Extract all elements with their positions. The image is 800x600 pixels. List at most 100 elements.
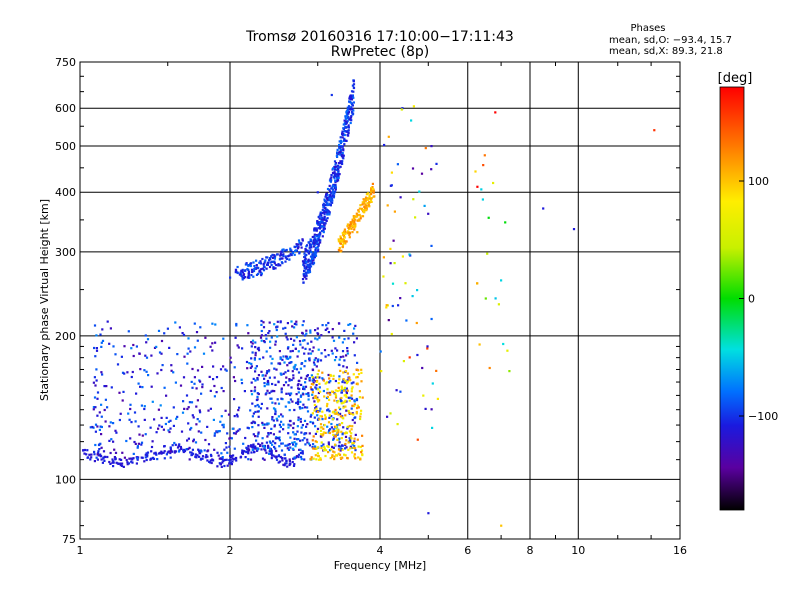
data-point [257,346,260,349]
data-point [322,227,325,230]
data-point [351,84,354,87]
data-point [270,454,274,457]
data-point [269,432,272,435]
data-point [282,463,285,466]
data-point [435,162,438,165]
data-point [282,254,285,257]
data-point [146,453,149,456]
data-point [292,464,296,467]
data-point [118,418,121,422]
data-point [277,415,280,418]
data-point [282,423,285,426]
data-point [328,213,331,216]
data-point [233,366,236,369]
data-point [337,238,340,241]
data-point [226,464,229,467]
data-point [347,116,350,119]
x-tick-label: 8 [527,544,534,557]
data-point [344,115,347,118]
data-point [285,392,288,395]
data-point [337,179,340,182]
data-point [247,275,250,278]
data-point [191,414,194,417]
sample-point [316,191,319,194]
data-point [302,385,305,388]
data-point [320,426,323,429]
data-point [154,451,157,454]
data-point [109,327,112,330]
data-point [347,112,350,115]
data-point [292,374,295,377]
data-point [354,416,357,419]
data-point [311,235,314,239]
data-point [348,236,351,239]
data-point [421,366,424,370]
data-point [269,346,272,349]
data-point [257,374,260,377]
data-point [303,419,307,422]
data-point [95,349,99,352]
data-point [355,337,358,340]
data-point [360,368,363,371]
data-point [313,228,316,231]
data-point [298,252,301,255]
data-point [319,231,322,234]
data-point [313,396,316,399]
data-point [166,327,169,330]
data-point [306,441,309,444]
data-point [337,176,340,179]
data-point [416,289,419,292]
data-point [228,445,231,448]
data-point [334,183,337,187]
data-point [260,319,263,323]
data-point [256,435,259,438]
data-point [178,443,181,446]
data-point [310,251,313,254]
data-point [280,413,283,416]
data-point [261,257,264,261]
data-points [82,79,656,527]
data-point [324,454,327,458]
data-point [256,449,259,452]
data-point [332,374,335,377]
data-point [334,172,337,175]
data-point [260,272,263,275]
data-point [137,425,140,428]
data-point [123,372,126,375]
data-point [334,190,337,193]
data-point [370,190,373,193]
data-point [346,427,349,430]
data-point [257,424,260,427]
data-point [313,239,317,242]
data-point [353,327,356,330]
data-point [97,450,100,453]
plot-frame [79,61,681,540]
data-point [395,389,398,392]
data-point [207,449,210,452]
data-point [129,403,132,406]
data-point [268,376,271,379]
data-point [332,193,335,196]
data-point [341,350,345,353]
data-point [371,186,374,189]
data-point [265,337,268,340]
data-point [312,422,315,425]
data-point [357,373,361,376]
data-point [331,445,334,448]
data-point [252,377,255,380]
data-point [182,400,185,403]
data-point [172,406,175,409]
data-point [288,258,291,261]
data-point [206,459,209,462]
data-point [340,140,343,143]
data-point [248,276,251,279]
data-point [360,380,363,383]
colorbar-tick-label: 0 [748,293,755,306]
data-point [300,376,303,379]
data-point [315,407,318,410]
data-point [192,440,195,443]
data-point [387,135,390,138]
data-point [344,447,347,450]
data-point [369,193,372,196]
data-point [284,405,287,408]
